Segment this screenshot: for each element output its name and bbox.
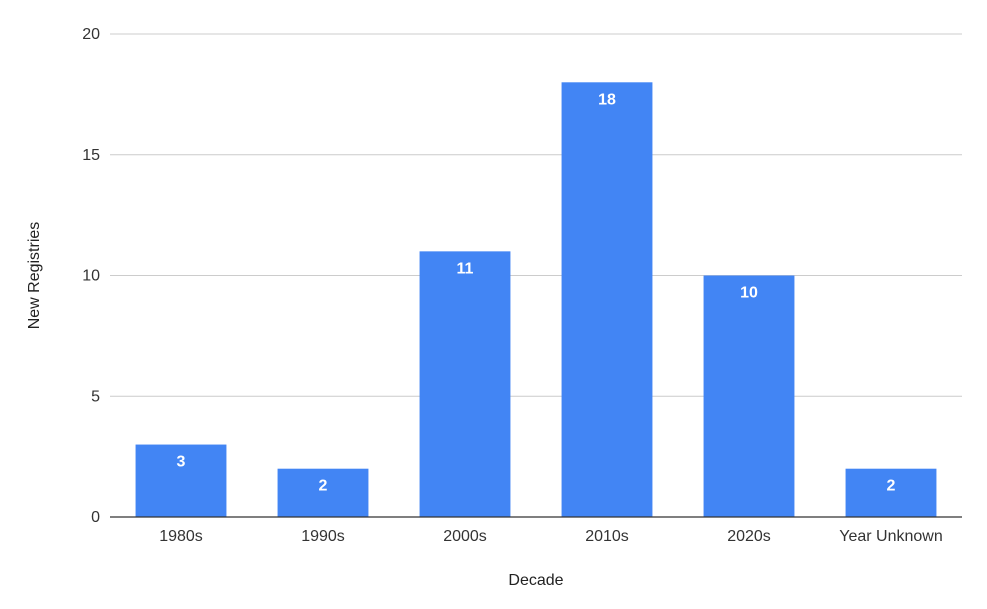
x-tick-label: 2000s [443, 528, 487, 545]
data-label: 18 [598, 91, 616, 108]
x-tick-label: 2010s [585, 528, 629, 545]
bar [419, 251, 511, 517]
data-label: 3 [177, 454, 186, 471]
y-tick-label: 0 [91, 509, 100, 526]
x-axis-title: Decade [508, 572, 563, 589]
data-labels: 3 2 11 18 10 2 [177, 91, 896, 494]
x-tick-label: Year Unknown [839, 528, 942, 545]
x-tick-label: 1990s [301, 528, 345, 545]
bar [845, 468, 937, 517]
bar [561, 82, 653, 518]
bar [135, 444, 227, 517]
bar [277, 468, 369, 517]
x-axis-tick-labels: 1980s 1990s 2000s 2010s 2020s Year Unknown [159, 528, 943, 545]
gridlines [110, 33, 962, 397]
y-tick-label: 5 [91, 388, 100, 405]
data-label: 2 [887, 478, 896, 495]
y-axis-tick-labels: 0 5 10 15 20 [82, 26, 100, 526]
y-tick-label: 20 [82, 26, 100, 43]
x-tick-label: 2020s [727, 528, 771, 545]
bar [703, 275, 795, 517]
y-axis-title: New Registries [26, 222, 43, 330]
y-tick-label: 15 [82, 147, 100, 164]
data-label: 10 [740, 285, 758, 302]
bars [135, 82, 937, 518]
x-tick-label: 1980s [159, 528, 203, 545]
y-tick-label: 10 [82, 268, 100, 285]
data-label: 2 [319, 478, 328, 495]
data-label: 11 [457, 260, 474, 277]
